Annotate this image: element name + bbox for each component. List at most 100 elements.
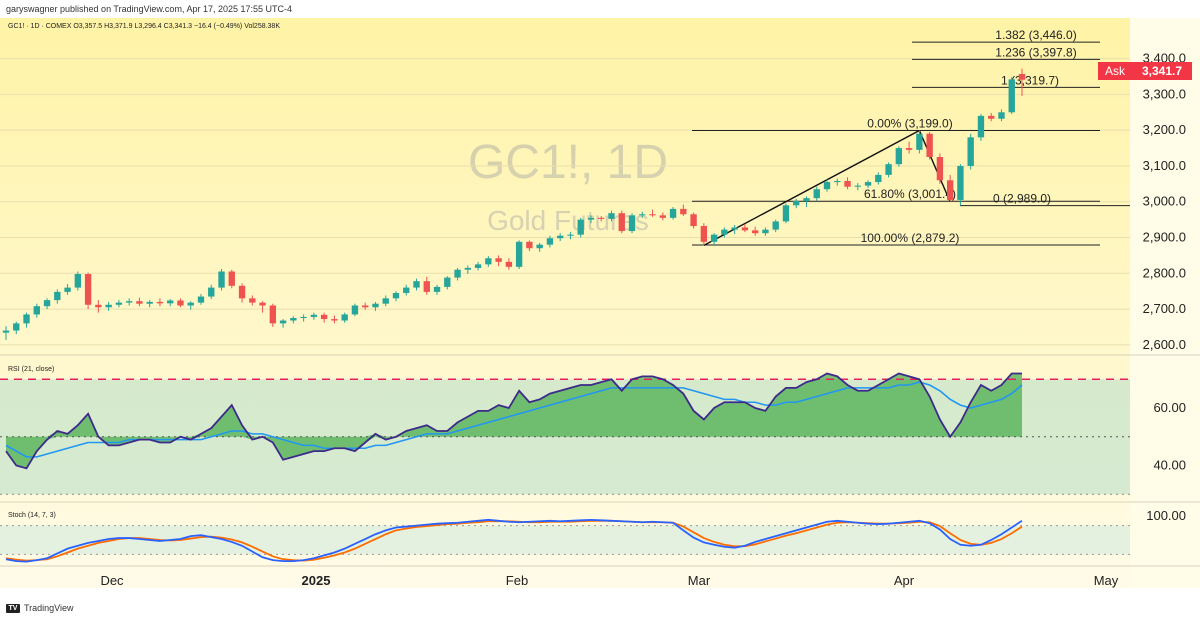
candle: [177, 298, 184, 308]
candle: [259, 301, 266, 313]
candle: [64, 284, 71, 295]
candle-body: [957, 165, 964, 200]
candle-body: [844, 180, 851, 187]
candle: [341, 312, 348, 323]
footer-brand: TradingView: [24, 603, 74, 613]
price-tick-8: 3,400.0: [1143, 51, 1186, 66]
time-tick-1: 2025: [302, 573, 331, 588]
candle-body: [228, 271, 235, 286]
candle: [54, 289, 61, 304]
candle-body: [977, 115, 985, 138]
candle-body: [710, 234, 718, 242]
fib-label-4: 61.80% (3,001.4): [864, 187, 956, 201]
candle-body: [875, 174, 882, 183]
candle: [731, 224, 738, 234]
candle: [187, 301, 194, 310]
candle: [125, 298, 133, 306]
candle-body: [156, 301, 164, 304]
candle: [515, 240, 523, 269]
candle-body: [464, 267, 471, 270]
candle: [813, 186, 820, 202]
candle: [885, 162, 892, 178]
candle-body: [659, 215, 666, 218]
candle-body: [905, 148, 913, 150]
candle: [782, 203, 790, 224]
candle-body: [474, 264, 482, 268]
candle-body: [279, 320, 287, 324]
candle: [854, 183, 861, 191]
candle-body: [649, 214, 656, 216]
candle-body: [310, 314, 318, 317]
stoch-tick-0: 100.00: [1146, 508, 1186, 523]
candle-body: [854, 185, 861, 187]
rsi-overbought-fill: [6, 373, 1022, 437]
candle: [1018, 68, 1026, 96]
candle-body: [197, 296, 205, 303]
candle-body: [64, 287, 71, 292]
ask-marker: Ask 3,341.7: [1098, 62, 1192, 80]
candle-body: [454, 269, 461, 278]
candle-body: [413, 281, 420, 288]
candlestick-series: [2, 68, 1026, 340]
candle: [946, 174, 954, 202]
candle-body: [423, 281, 430, 292]
candle: [895, 146, 903, 167]
time-axis: Dec 2025 Feb Mar Apr May: [100, 573, 1118, 588]
candle: [2, 326, 10, 340]
candle-body: [105, 304, 112, 308]
candle-body: [587, 217, 595, 220]
watermark: GC1!, 1D Gold Futures: [468, 136, 668, 236]
candle-body: [526, 241, 533, 249]
candle-body: [218, 271, 225, 288]
candle: [372, 301, 379, 311]
candle: [105, 301, 112, 311]
candle: [320, 312, 328, 323]
candle-body: [341, 314, 348, 321]
candle-body: [557, 235, 564, 239]
candle: [618, 210, 625, 234]
candle-body: [536, 244, 543, 249]
candle: [485, 256, 492, 267]
candle-body: [495, 258, 502, 262]
candle: [875, 172, 882, 185]
main-grid: [0, 58, 1130, 346]
candle-body: [238, 285, 246, 299]
candle: [598, 216, 605, 222]
price-tick-1: 2,700.0: [1143, 301, 1186, 316]
candle: [351, 303, 359, 317]
stoch-pane: 100.00: [0, 508, 1186, 563]
candle: [680, 204, 687, 217]
candle-body: [331, 319, 338, 321]
candle-body: [690, 214, 697, 227]
candle-body: [628, 215, 636, 232]
rsi-legend: RSI (21, close): [8, 366, 54, 373]
time-tick-0: Dec: [100, 573, 124, 588]
price-tick-5: 3,100.0: [1143, 158, 1186, 173]
candle: [279, 319, 287, 328]
candle: [834, 178, 841, 186]
candle: [362, 302, 369, 310]
fibonacci-levels: 1.382 (3,446.0) 1.236 (3,397.8) 1 (3,319.7…: [692, 28, 1130, 246]
candle: [526, 240, 533, 252]
candle-body: [823, 182, 831, 190]
candle: [957, 164, 964, 206]
trend-line-down: [918, 130, 951, 203]
candle-body: [546, 238, 554, 245]
candle: [444, 276, 451, 290]
candle: [495, 255, 502, 267]
fib-label-0: 1.382 (3,446.0): [995, 28, 1076, 42]
candle: [249, 295, 256, 306]
candle-body: [23, 314, 30, 324]
candle: [392, 291, 400, 302]
candle-body: [444, 277, 451, 287]
candle: [721, 227, 728, 238]
stoch-k-line: [5, 518, 1023, 563]
candle: [741, 223, 749, 233]
candle: [977, 114, 985, 141]
candle: [762, 227, 769, 236]
candle-body: [608, 213, 615, 219]
candle: [998, 109, 1005, 122]
candle-body: [54, 291, 61, 301]
candle: [669, 207, 677, 220]
candle-body: [505, 261, 513, 267]
